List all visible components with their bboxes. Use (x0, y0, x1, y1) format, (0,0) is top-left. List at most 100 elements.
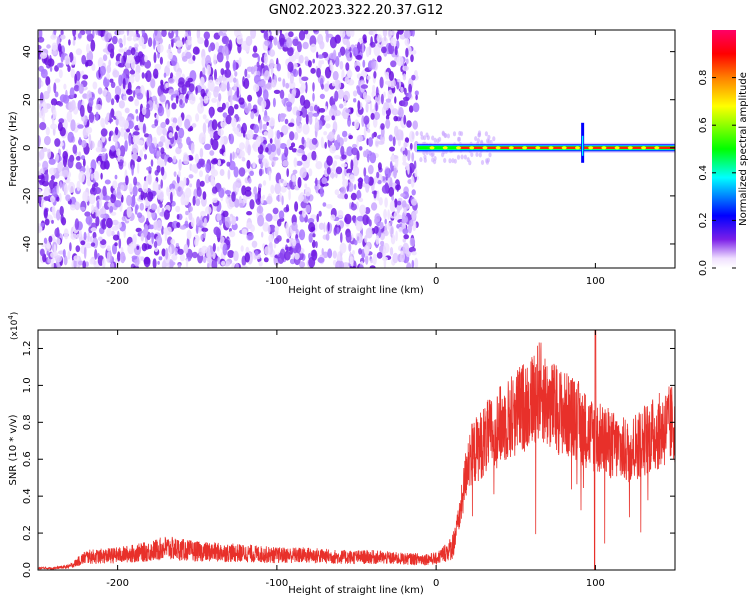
noise-blob (340, 145, 345, 157)
snr-scale-exponent: 4 (7, 315, 15, 320)
noise-blob (241, 185, 247, 196)
noise-blob (78, 136, 82, 146)
noise-blob (211, 169, 219, 177)
noise-blob (80, 240, 86, 246)
noise-blob (133, 176, 138, 186)
noise-blob (183, 243, 189, 254)
noise-blob (199, 76, 205, 87)
noise-blob (200, 234, 204, 241)
noise-blob (297, 149, 305, 154)
noise-blob (140, 190, 144, 201)
noise-blob (448, 158, 452, 164)
noise-blob (322, 202, 327, 207)
noise-blob (443, 132, 447, 138)
noise-blob (159, 191, 164, 202)
snr-scale-label: (x104) (7, 312, 20, 340)
noise-blob (325, 30, 329, 35)
noise-blob (202, 66, 206, 78)
noise-blob (305, 33, 311, 40)
noise-blob (324, 141, 328, 149)
noise-blob (111, 145, 116, 152)
noise-blob (279, 143, 287, 149)
noise-blob (345, 108, 351, 114)
noise-blob (286, 139, 291, 148)
x-tick-label: -100 (266, 276, 289, 287)
noise-blob (200, 96, 204, 108)
noise-blob (117, 62, 125, 68)
noise-blob (178, 77, 185, 85)
noise-blob (311, 137, 318, 145)
noise-blob (90, 227, 97, 232)
noise-blob (411, 152, 415, 162)
noise-blob (337, 89, 345, 100)
noise-blob (375, 140, 379, 147)
noise-blob (224, 216, 232, 228)
noise-blob (240, 150, 245, 159)
noise-blob (365, 102, 369, 113)
noise-blob (379, 76, 384, 89)
noise-blob (269, 58, 275, 70)
noise-blob (114, 85, 122, 97)
noise-blob (400, 193, 406, 198)
noise-blob (160, 135, 166, 143)
noise-blob (250, 111, 255, 120)
noise-blob (453, 158, 457, 164)
y-tick-label: 20 (22, 93, 33, 106)
noise-blob (475, 152, 479, 157)
noise-blob (196, 186, 202, 197)
noise-blob (391, 108, 398, 116)
noise-blob (167, 156, 173, 163)
noise-blob (284, 118, 289, 125)
noise-blob (433, 159, 437, 165)
noise-blob (252, 161, 256, 169)
noise-blob (233, 166, 239, 178)
noise-blob (203, 231, 207, 239)
noise-blob (156, 165, 161, 173)
noise-blob (263, 160, 270, 168)
noise-blob (340, 186, 346, 194)
noise-blob (41, 242, 46, 248)
noise-blob (402, 242, 410, 254)
noise-blob (153, 52, 157, 64)
noise-blob (144, 153, 147, 160)
noise-blob (247, 94, 253, 102)
noise-blob (128, 30, 134, 37)
noise-blob (38, 36, 45, 43)
noise-blob (401, 146, 406, 152)
noise-blob (59, 205, 64, 216)
noise-blob (90, 242, 96, 247)
noise-blob (101, 152, 106, 162)
noise-blob (405, 58, 409, 65)
noise-blob (457, 136, 461, 142)
noise-blob (419, 157, 423, 163)
noise-blob (43, 208, 48, 219)
noise-blob (157, 105, 165, 117)
noise-blob (131, 143, 139, 155)
noise-blob (387, 30, 392, 39)
noise-blob (384, 168, 392, 178)
noise-blob (196, 216, 201, 227)
noise-blob (119, 251, 126, 264)
noise-blob (56, 226, 60, 237)
noise-blob (277, 252, 285, 264)
noise-blob (291, 55, 295, 61)
noise-blob (77, 32, 82, 39)
noise-blob (183, 176, 187, 186)
noise-blob (323, 131, 328, 136)
noise-blob (83, 231, 87, 241)
noise-blob (392, 200, 395, 212)
noise-blob (257, 214, 265, 227)
noise-blob (252, 53, 259, 58)
noise-blob (276, 63, 281, 72)
y-tick-label: 0.0 (22, 562, 33, 578)
noise-blob (404, 87, 407, 95)
noise-blob (205, 118, 210, 124)
noise-blob (262, 115, 270, 122)
noise-blob (85, 261, 89, 267)
noise-blob (263, 30, 269, 41)
noise-blob (232, 151, 235, 160)
noise-blob (355, 65, 361, 72)
noise-blob (152, 180, 159, 193)
noise-blob (116, 148, 121, 157)
noise-blob (368, 137, 373, 147)
